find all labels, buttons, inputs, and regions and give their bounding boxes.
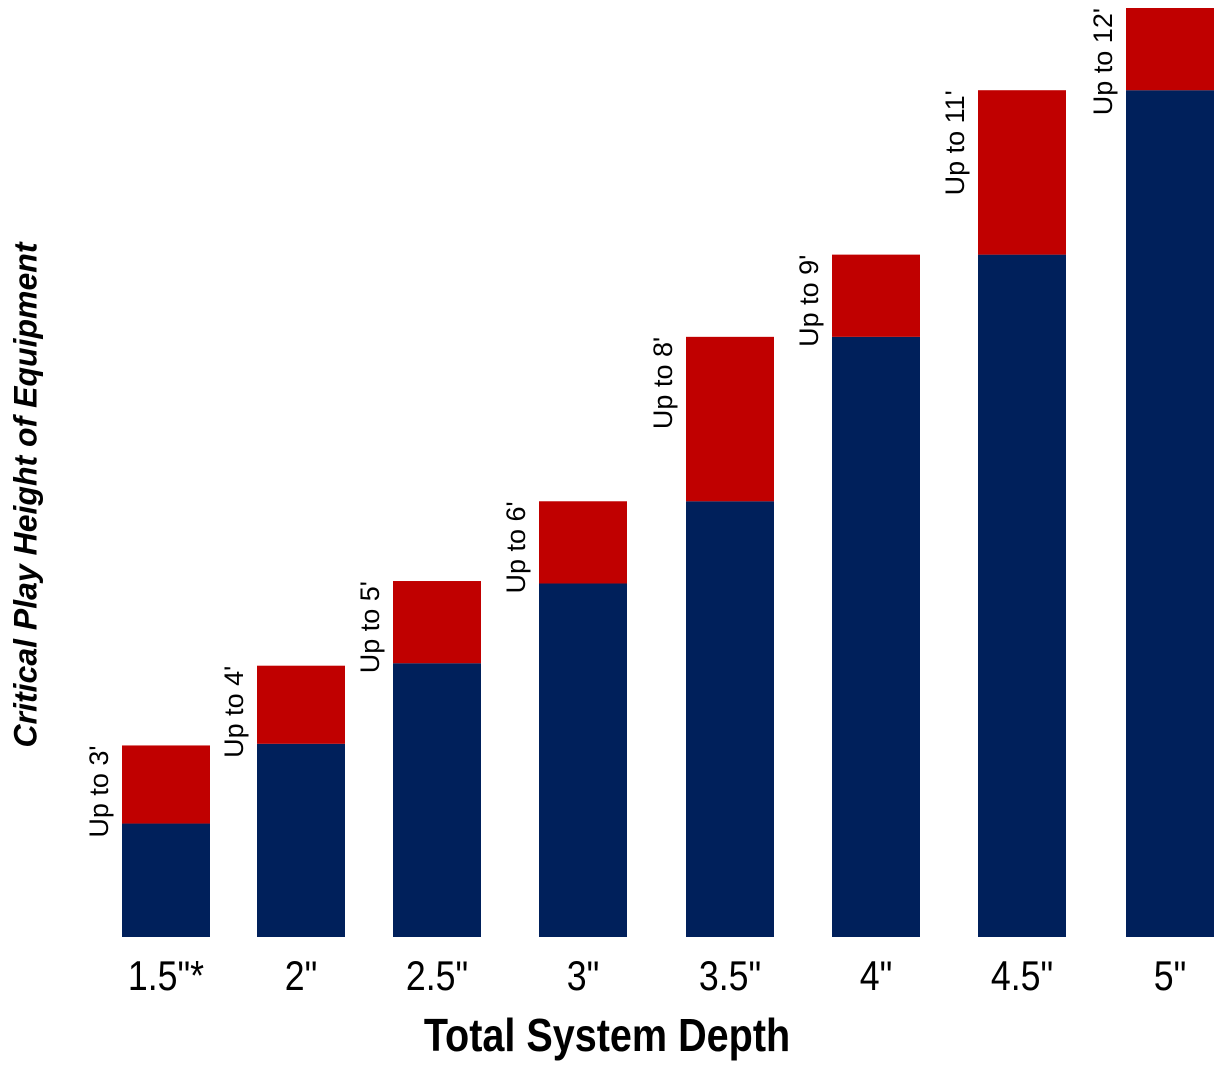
- x-tick-label-0: 1.5"*: [128, 953, 204, 999]
- bar-annotation-1: Up to 4': [219, 666, 249, 758]
- bar-top-4: [686, 336, 774, 502]
- bar-annotation-7: Up to 12': [1088, 8, 1118, 115]
- y-axis-label: Critical Play Height of Equipment: [7, 242, 44, 748]
- bar-base-6: [978, 254, 1066, 938]
- bar-base-7: [1126, 90, 1214, 937]
- bar-annotation-5: Up to 9': [794, 255, 824, 347]
- bar-base-3: [539, 583, 627, 937]
- bar-annotation-2: Up to 5': [355, 581, 385, 673]
- bar-annotation-0: Up to 3': [84, 745, 114, 837]
- bar-base-2: [393, 663, 481, 937]
- bar-top-5: [832, 254, 920, 337]
- bar-top-0: [122, 745, 210, 824]
- bar-top-1: [257, 665, 345, 744]
- bar-annotation-4: Up to 8': [648, 337, 678, 429]
- bar-base-0: [122, 823, 210, 937]
- bar-top-3: [539, 501, 627, 584]
- x-tick-label-1: 2": [285, 953, 318, 999]
- x-tick-label-4: 3.5": [699, 953, 761, 999]
- x-tick-label-5: 4": [860, 953, 893, 999]
- x-axis-label: Total System Depth: [423, 1009, 791, 1061]
- x-tick-label-7: 5": [1154, 953, 1187, 999]
- x-tick-label-2: 2.5": [406, 953, 468, 999]
- bar-annotation-3: Up to 6': [501, 501, 531, 593]
- bar-annotation-6: Up to 11': [940, 90, 970, 195]
- bar-top-7: [1126, 8, 1214, 91]
- bar-base-1: [257, 743, 345, 937]
- bar-top-6: [978, 90, 1066, 255]
- x-tick-label-6: 4.5": [991, 953, 1053, 999]
- bar-base-5: [832, 336, 920, 937]
- bar-top-2: [393, 581, 481, 664]
- bar-base-4: [686, 501, 774, 937]
- x-tick-label-3: 3": [567, 953, 600, 999]
